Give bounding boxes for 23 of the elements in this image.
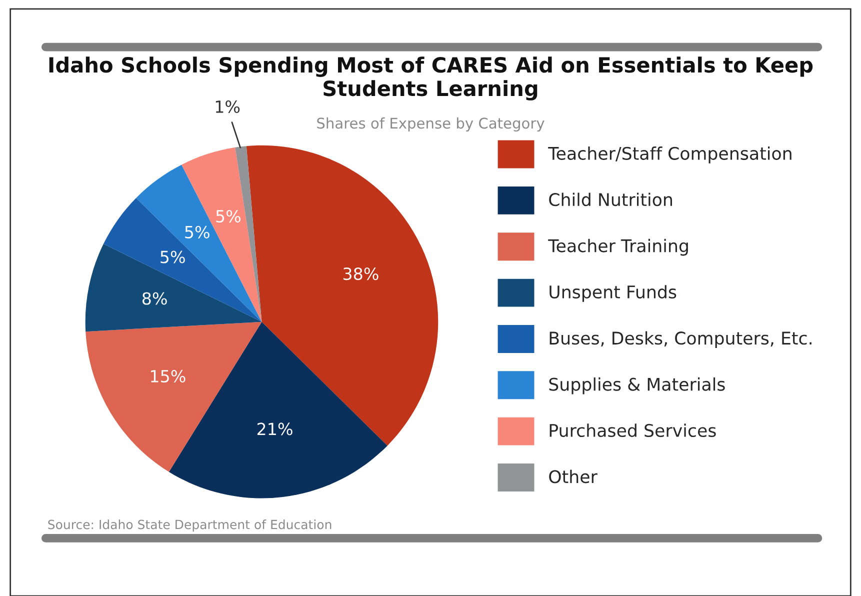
data-label: 5% xyxy=(216,210,241,223)
chart-title: Idaho Schools Spending Most of CARES Aid on Essentials to Keep Students Learning xyxy=(49,56,813,100)
data-label: 5% xyxy=(185,226,210,238)
legend-label: Teacher/Staff Compensation xyxy=(548,146,792,164)
pie-slice xyxy=(246,145,438,446)
data-label: 21% xyxy=(257,422,292,436)
legend-label: Teacher Training xyxy=(548,238,688,256)
legend-label: Child Nutrition xyxy=(549,192,672,206)
legend-label: Purchased Services xyxy=(550,424,716,438)
data-label: 8% xyxy=(142,292,167,305)
legend-label: Supplies & Materials xyxy=(549,377,725,394)
data-label: 5% xyxy=(160,250,185,264)
legend-label: Buses, Desks, Computers, Etc. xyxy=(550,331,812,348)
text: Shares of Expense by Category xyxy=(317,117,544,132)
pie-slice xyxy=(85,244,262,332)
data-label: 15% xyxy=(151,370,186,383)
data-label: 1% xyxy=(216,100,240,113)
legend-label: Other xyxy=(549,470,598,484)
source-note: Source: Idaho State Department of Education xyxy=(48,520,332,532)
pie-slice xyxy=(103,198,262,322)
data-label: 38% xyxy=(343,267,378,280)
pie-slice xyxy=(136,164,262,322)
legend-label: Unspent Funds xyxy=(550,285,676,302)
